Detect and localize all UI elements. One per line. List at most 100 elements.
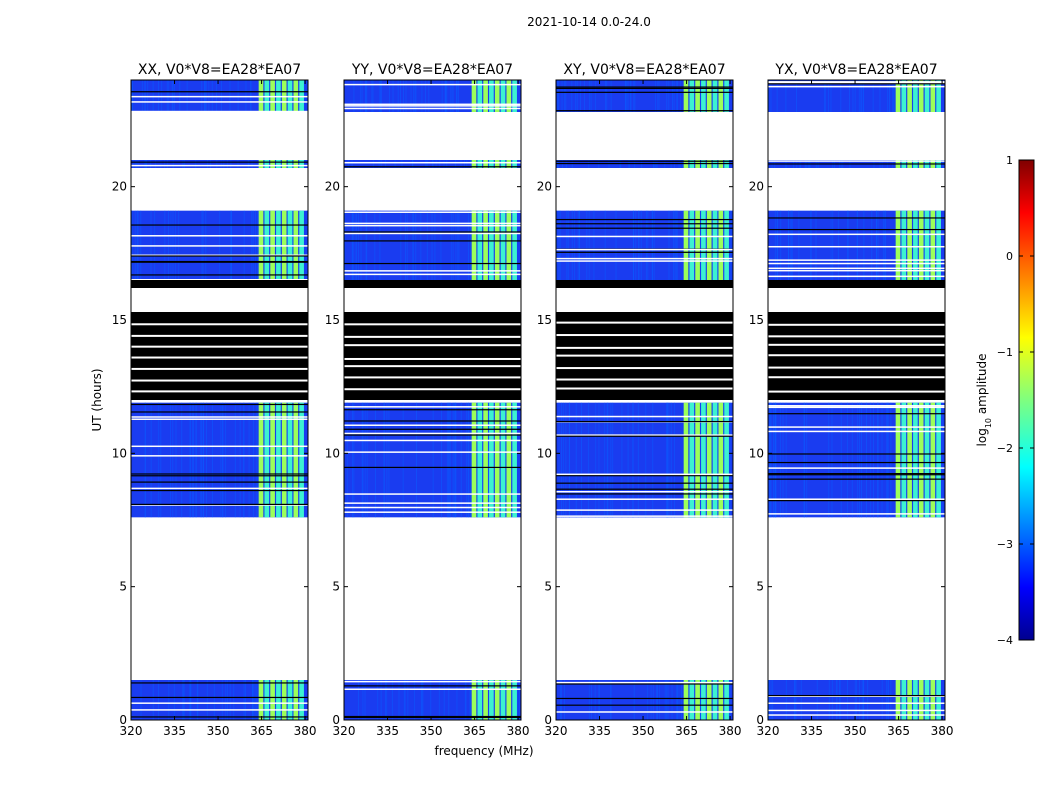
rfi-column bbox=[512, 80, 517, 112]
noise-streak bbox=[795, 680, 797, 720]
noise-streak bbox=[828, 402, 830, 518]
noise-streak bbox=[425, 160, 427, 168]
noise-streak bbox=[866, 402, 868, 518]
rfi-column bbox=[924, 80, 930, 112]
noise-streak bbox=[816, 680, 818, 720]
noise-streak bbox=[630, 80, 632, 112]
suptitle: 2021-10-14 0.0-24.0 bbox=[527, 15, 651, 29]
colorbar-tick-label: −4 bbox=[997, 634, 1013, 647]
flag-line bbox=[556, 490, 733, 493]
noise-streak bbox=[434, 210, 436, 280]
noise-streak bbox=[652, 680, 654, 720]
flag-line bbox=[556, 515, 733, 517]
noise-streak bbox=[657, 80, 659, 112]
flag-line bbox=[556, 434, 733, 436]
flag-gap-line bbox=[131, 334, 308, 337]
noise-streak bbox=[360, 210, 362, 280]
noise-streak bbox=[676, 680, 678, 720]
flag-line bbox=[344, 439, 521, 442]
noise-streak bbox=[645, 210, 647, 280]
noise-streak bbox=[588, 80, 590, 112]
data-block bbox=[131, 680, 308, 720]
noise-streak bbox=[256, 680, 258, 720]
rfi-column bbox=[483, 160, 488, 168]
flagged-block bbox=[131, 280, 308, 288]
noise-streak bbox=[887, 402, 889, 518]
noise-streak bbox=[487, 402, 489, 518]
rfi-column bbox=[706, 80, 712, 112]
rfi-column bbox=[712, 402, 718, 518]
x-tick-label: 320 bbox=[545, 724, 568, 738]
noise-streak bbox=[606, 402, 608, 518]
noise-streak bbox=[518, 680, 520, 720]
noise-streak bbox=[888, 680, 890, 720]
noise-streak bbox=[414, 80, 416, 112]
noise-streak bbox=[420, 680, 422, 720]
noise-streak bbox=[612, 402, 614, 518]
flagged-block bbox=[131, 312, 308, 400]
rfi-column bbox=[494, 680, 500, 720]
flag-gap-line bbox=[344, 323, 521, 326]
noise-streak bbox=[626, 80, 628, 112]
flag-line bbox=[768, 695, 945, 697]
flag-line bbox=[768, 233, 945, 236]
noise-streak bbox=[166, 160, 168, 168]
flagged-region bbox=[131, 280, 308, 288]
rfi-column bbox=[701, 80, 706, 112]
noise-streak bbox=[831, 680, 833, 720]
rfi-column bbox=[281, 160, 287, 168]
noise-streak bbox=[458, 210, 460, 280]
flag-gap-line bbox=[768, 335, 945, 338]
noise-streak bbox=[195, 160, 197, 168]
flagged-region bbox=[131, 312, 308, 400]
noise-streak bbox=[415, 80, 417, 112]
flag-line bbox=[768, 500, 945, 502]
noise-streak bbox=[190, 680, 192, 720]
noise-streak bbox=[650, 680, 652, 720]
y-tick-label: 5 bbox=[119, 580, 127, 594]
rfi-column bbox=[500, 210, 506, 280]
noise-streak bbox=[403, 680, 405, 720]
noise-streak bbox=[384, 680, 386, 720]
noise-streak bbox=[448, 680, 450, 720]
rfi-column bbox=[494, 160, 500, 168]
rfi-column bbox=[293, 680, 299, 720]
noise-streak bbox=[770, 80, 772, 112]
noise-streak bbox=[346, 402, 348, 518]
noise-streak bbox=[405, 80, 407, 112]
flag-line bbox=[344, 103, 521, 106]
noise-streak bbox=[794, 680, 796, 720]
noise-streak bbox=[770, 680, 772, 720]
noise-streak bbox=[469, 210, 471, 280]
flag-line bbox=[556, 509, 733, 511]
noise-streak bbox=[183, 680, 185, 720]
noise-streak bbox=[578, 210, 580, 280]
noise-streak bbox=[774, 210, 776, 280]
noise-streak bbox=[668, 210, 670, 280]
flag-line bbox=[131, 245, 308, 247]
flag-line bbox=[768, 160, 945, 162]
flag-gap-line bbox=[556, 378, 733, 381]
noise-streak bbox=[832, 210, 834, 280]
noise-streak bbox=[146, 160, 148, 168]
flag-line bbox=[556, 482, 733, 484]
noise-streak bbox=[803, 402, 805, 518]
noise-streak bbox=[353, 402, 355, 518]
noise-streak bbox=[680, 80, 682, 112]
rfi-column bbox=[264, 402, 270, 518]
noise-streak bbox=[402, 402, 404, 518]
noise-streak bbox=[633, 680, 635, 720]
flagged-region bbox=[768, 280, 945, 288]
rfi-column bbox=[489, 160, 494, 168]
noise-streak bbox=[872, 80, 874, 112]
noise-streak bbox=[401, 160, 403, 168]
noise-streak bbox=[577, 210, 579, 280]
noise-streak bbox=[668, 80, 670, 112]
noise-streak bbox=[212, 402, 214, 518]
noise-streak bbox=[881, 402, 883, 518]
noise-streak bbox=[594, 80, 596, 112]
x-tick-label: 335 bbox=[163, 724, 186, 738]
noise-streak bbox=[568, 402, 570, 518]
noise-streak bbox=[595, 402, 597, 518]
noise-streak bbox=[189, 680, 191, 720]
